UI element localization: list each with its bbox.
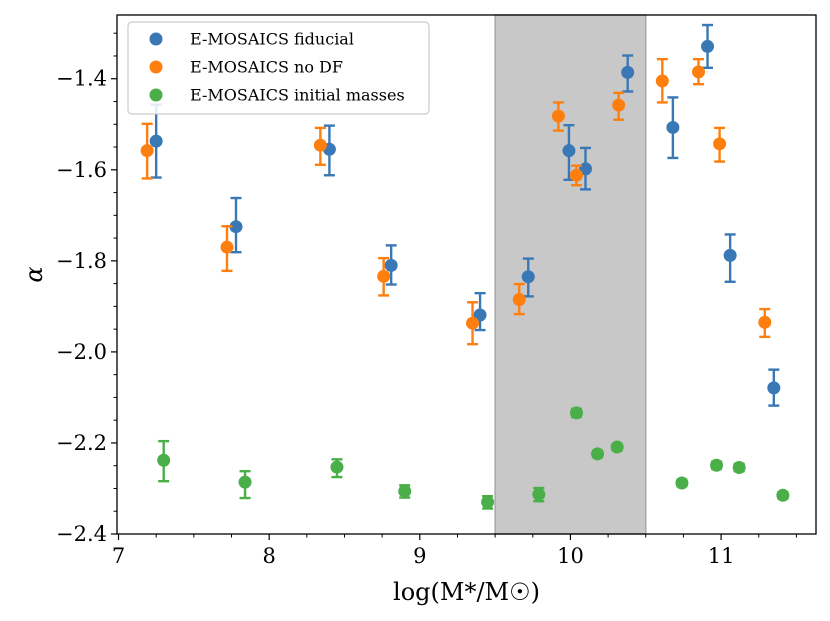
data-point: [512, 293, 526, 307]
legend-marker: [149, 60, 163, 74]
data-point: [713, 137, 727, 151]
data-point: [579, 162, 593, 176]
y-axis-label: α: [20, 266, 48, 282]
y-tick-label: −1.6: [56, 158, 107, 182]
data-point: [767, 381, 781, 395]
legend-label: E-MOSAICS fiducial: [190, 30, 354, 49]
data-point: [723, 248, 737, 262]
data-point: [521, 270, 535, 284]
series-2: [140, 57, 772, 346]
x-tick-label: 11: [708, 544, 735, 568]
data-point: [569, 406, 583, 420]
data-point: [313, 138, 327, 152]
data-point: [551, 109, 565, 123]
y-tick-label: −2.0: [56, 340, 107, 364]
data-point: [701, 39, 715, 53]
data-point: [377, 269, 391, 283]
data-point: [330, 460, 344, 474]
legend-marker: [149, 32, 163, 46]
data-point: [466, 316, 480, 330]
data-point: [776, 488, 790, 502]
data-point: [398, 484, 412, 498]
data-point: [610, 440, 624, 454]
data-point: [655, 74, 669, 88]
data-point: [140, 144, 154, 158]
data-point: [710, 458, 724, 472]
series-3: [157, 406, 790, 510]
legend-label: E-MOSAICS initial masses: [190, 86, 405, 105]
data-point: [384, 258, 398, 272]
data-point: [758, 315, 772, 329]
x-tick-label: 9: [413, 544, 426, 568]
data-point: [591, 447, 605, 461]
y-tick-label: −1.4: [56, 67, 107, 91]
data-point: [621, 65, 635, 79]
plot-frame: [116, 14, 817, 535]
y-tick-label: −2.4: [56, 522, 107, 546]
data-point: [238, 475, 252, 489]
data-point: [569, 168, 583, 182]
x-tick-label: 8: [262, 544, 275, 568]
data-point: [675, 476, 689, 490]
data-point: [157, 453, 171, 467]
data-layer: [140, 23, 790, 510]
legend-marker: [149, 88, 163, 102]
data-point: [220, 240, 234, 254]
data-point: [532, 487, 546, 501]
x-tick-label: 10: [557, 544, 584, 568]
data-point: [481, 495, 495, 509]
data-point: [229, 220, 243, 234]
data-point: [612, 98, 626, 112]
data-point: [473, 308, 487, 322]
data-point: [732, 461, 746, 475]
y-tick-label: −1.8: [56, 249, 107, 273]
data-point: [149, 134, 163, 148]
x-tick-label: 7: [112, 544, 125, 568]
y-tick-label: −2.2: [56, 431, 107, 455]
x-axis-label: log(M*/M☉): [393, 578, 540, 606]
data-point: [691, 65, 705, 79]
legend: E-MOSAICS fiducial E-MOSAICS no DF E-MOSAI…: [127, 21, 430, 115]
data-point: [562, 144, 576, 158]
series-1: [149, 23, 781, 407]
tick-layer: 7 8 9 10 11 −2.4 −2.2 −2.0 −1.8 −1.6 −1.4: [56, 32, 797, 568]
legend-box: [127, 21, 430, 115]
legend-label: E-MOSAICS no DF: [190, 58, 343, 77]
data-point: [666, 120, 680, 134]
